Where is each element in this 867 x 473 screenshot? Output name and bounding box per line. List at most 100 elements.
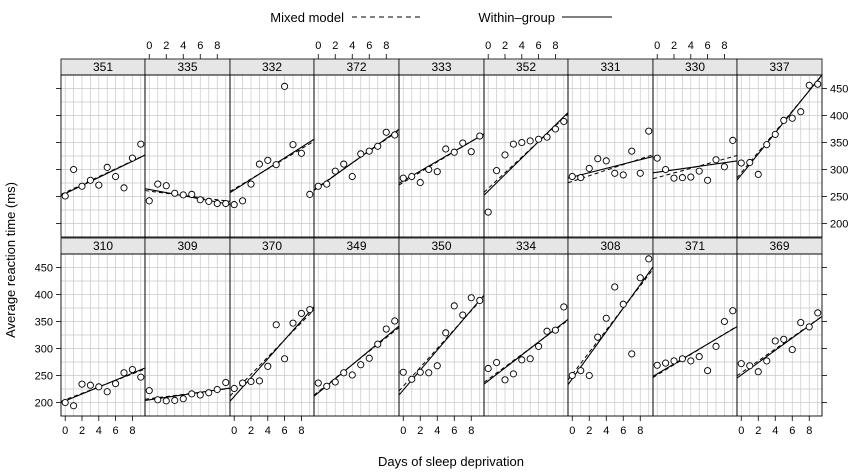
x-tick-label: 2 [163, 40, 169, 52]
data-point-351-1 [70, 165, 78, 174]
within-group-line-371 [652, 326, 738, 377]
x-tick-label: 0 [231, 425, 237, 437]
data-point-332-2 [247, 180, 255, 188]
x-tick-label: 8 [383, 40, 389, 52]
x-tick-label: 0 [400, 425, 406, 437]
data-point-309-1 [154, 396, 162, 404]
x-tick-label: 2 [502, 40, 508, 52]
data-point-350-7 [459, 311, 467, 319]
data-point-349-4 [348, 371, 356, 379]
data-point-335-9 [222, 199, 230, 208]
x-tick-label: 4 [265, 425, 271, 437]
data-point-335-3 [171, 189, 179, 197]
strip-label-332: 332 [262, 60, 282, 74]
data-point-352-1 [493, 167, 501, 175]
data-point-352-7 [543, 133, 551, 141]
data-point-330-0 [653, 154, 661, 162]
data-point-352-4 [518, 138, 526, 147]
x-tick-label: 0 [569, 425, 575, 437]
y-tick-label: 250 [35, 371, 53, 383]
data-point-350-6 [450, 302, 458, 310]
x-tick-label: 0 [62, 425, 68, 437]
legend: Mixed model Within–group [270, 10, 612, 25]
data-point-337-9 [814, 80, 822, 88]
strip-label-337: 337 [769, 60, 789, 74]
data-point-309-4 [179, 395, 187, 403]
data-point-332-4 [264, 156, 272, 164]
x-tick-label: 4 [96, 425, 102, 437]
data-point-351-6 [112, 172, 120, 181]
x-tick-label: 0 [146, 40, 152, 52]
data-point-369-7 [797, 319, 805, 327]
data-point-349-1 [323, 382, 331, 390]
panel-350: 350 0 2 4 6 8 [398, 237, 485, 437]
within-group-line-310 [60, 367, 146, 404]
data-point-333-5 [442, 145, 450, 153]
strip-label-330: 330 [685, 60, 705, 74]
data-point-330-5 [695, 167, 703, 175]
data-point-370-7 [289, 319, 297, 327]
data-point-334-7 [543, 327, 551, 335]
data-point-330-1 [662, 165, 670, 174]
data-point-308-8 [636, 274, 644, 282]
strip-label-334: 334 [516, 239, 536, 253]
x-tick-label: 6 [282, 425, 288, 437]
data-point-371-0 [653, 361, 661, 369]
data-point-310-9 [137, 373, 145, 381]
data-point-332-0 [230, 201, 238, 209]
data-point-370-9 [306, 306, 314, 314]
data-point-330-2 [670, 174, 678, 182]
x-tick-label: 2 [248, 425, 254, 437]
data-point-333-0 [399, 174, 407, 182]
data-point-350-4 [433, 362, 441, 370]
data-point-352-6 [535, 135, 543, 143]
data-point-335-8 [213, 199, 221, 208]
x-tick-label: 8 [552, 40, 558, 52]
x-tick-label: 2 [332, 40, 338, 52]
data-point-369-9 [814, 309, 822, 317]
data-point-370-6 [281, 355, 289, 363]
y-tick-label: 450 [830, 84, 848, 96]
panel-310: 310 0 2 4 6 8 200 250 300 350 400 450 [35, 237, 146, 437]
x-tick-label: 4 [603, 425, 609, 437]
data-point-310-5 [103, 388, 111, 396]
data-point-332-7 [289, 141, 297, 149]
data-point-349-0 [314, 379, 322, 387]
x-tick-label: 4 [688, 40, 694, 52]
data-point-334-3 [509, 370, 517, 378]
panel-337: 337 200 250 300 350 400 450 [736, 58, 848, 238]
panel-351: 351 [56, 58, 146, 238]
x-tick-label: 6 [451, 425, 457, 437]
data-point-333-9 [476, 132, 484, 140]
data-point-369-1 [746, 362, 754, 370]
data-point-371-6 [704, 367, 712, 375]
data-point-372-5 [357, 150, 365, 158]
x-tick-label: 2 [79, 425, 85, 437]
data-point-308-7 [628, 350, 636, 358]
strip-label-310: 310 [93, 239, 113, 253]
data-point-330-6 [704, 176, 712, 184]
data-point-334-2 [501, 376, 509, 384]
data-point-334-1 [493, 358, 501, 367]
data-point-309-5 [188, 390, 196, 398]
data-point-351-8 [128, 154, 136, 162]
data-point-334-4 [518, 356, 526, 364]
data-point-352-8 [551, 125, 559, 133]
y-tick-label: 300 [830, 165, 848, 177]
panel-330: 330 0 2 4 6 8 [652, 40, 738, 238]
data-point-370-4 [264, 362, 272, 370]
data-point-335-4 [179, 191, 187, 199]
data-point-350-0 [399, 368, 407, 376]
data-point-332-6 [281, 82, 289, 90]
data-point-330-9 [729, 136, 737, 144]
data-point-308-0 [568, 371, 576, 380]
data-point-331-6 [619, 171, 627, 179]
data-point-333-1 [408, 172, 416, 181]
data-point-335-6 [196, 196, 204, 204]
y-tick-label: 300 [35, 344, 53, 356]
data-point-372-0 [314, 182, 322, 190]
data-point-310-0 [61, 398, 69, 407]
panel-349: 349 [313, 237, 400, 417]
within-group-line-351 [60, 154, 146, 197]
data-point-351-2 [78, 182, 86, 190]
